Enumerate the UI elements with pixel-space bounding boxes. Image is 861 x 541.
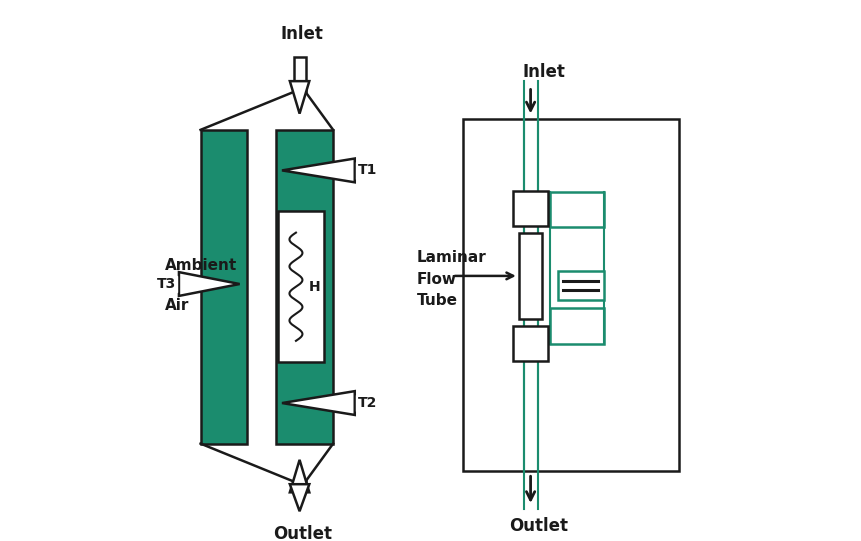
Text: Ambient: Ambient [165, 258, 238, 273]
Text: T1: T1 [357, 163, 377, 177]
Bar [201, 130, 246, 444]
Polygon shape [282, 159, 355, 182]
Text: Outlet: Outlet [509, 517, 568, 535]
Polygon shape [290, 81, 309, 114]
Text: Tube: Tube [417, 293, 458, 308]
Text: T3: T3 [157, 277, 177, 291]
Polygon shape [290, 484, 309, 511]
Text: Flow: Flow [417, 272, 457, 287]
Bar [549, 192, 604, 227]
Bar [513, 326, 548, 361]
Bar [294, 481, 306, 490]
Text: Outlet: Outlet [273, 525, 331, 541]
Bar [278, 211, 325, 362]
Text: Laminar: Laminar [417, 250, 486, 265]
Polygon shape [179, 272, 239, 296]
Text: Inlet: Inlet [281, 25, 324, 43]
Text: Air: Air [165, 298, 189, 313]
Polygon shape [282, 391, 355, 415]
Text: Inlet: Inlet [523, 63, 566, 81]
Bar [463, 119, 679, 471]
Bar [518, 233, 542, 319]
Bar [558, 270, 604, 300]
Bar [294, 57, 306, 92]
Text: T2: T2 [357, 396, 377, 410]
Bar [276, 130, 333, 444]
Polygon shape [290, 460, 309, 492]
Bar [513, 191, 548, 226]
Text: H: H [308, 280, 320, 294]
Bar [549, 308, 604, 344]
